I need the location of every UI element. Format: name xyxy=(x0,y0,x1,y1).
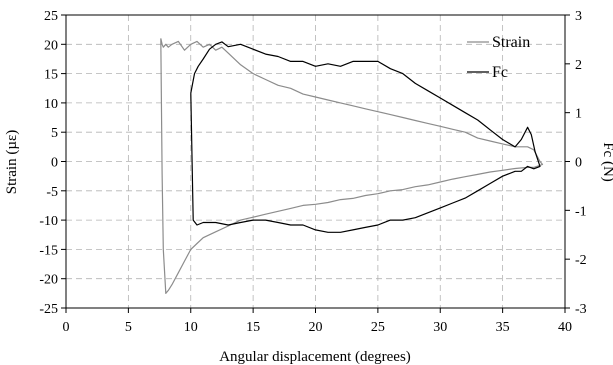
grid xyxy=(66,15,565,308)
y2-tick-label: -2 xyxy=(575,253,587,268)
x-axis-ticks: 0 5 10 15 20 25 30 35 40 xyxy=(63,308,572,335)
y2-tick-label: -1 xyxy=(575,204,587,219)
y-tick-label: 5 xyxy=(51,126,58,141)
x-tick-label: 10 xyxy=(184,320,198,335)
legend-label-fc: Fc xyxy=(492,64,508,81)
y2-axis-ticks: -3 -2 -1 0 1 2 3 xyxy=(565,9,587,317)
x-tick-label: 20 xyxy=(309,320,323,335)
x-tick-label: 30 xyxy=(433,320,447,335)
plot-series xyxy=(160,38,544,294)
y2-tick-label: 1 xyxy=(575,107,582,122)
series-line-fc xyxy=(190,41,541,233)
y-tick-label: -20 xyxy=(39,273,58,288)
y2-axis-title: Fc (N) xyxy=(600,142,613,182)
x-tick-label: 35 xyxy=(496,320,510,335)
legend-label-strain: Strain xyxy=(492,34,530,51)
series-line-strain xyxy=(160,38,544,294)
y-axis-title: Strain (µε) xyxy=(4,130,20,195)
y2-tick-label: 3 xyxy=(575,9,582,24)
x-tick-label: 40 xyxy=(558,320,572,335)
y-tick-label: -15 xyxy=(39,243,58,258)
y-tick-label: -10 xyxy=(39,214,58,229)
x-tick-label: 15 xyxy=(246,320,260,335)
legend: Strain Fc xyxy=(467,34,530,81)
x-tick-label: 25 xyxy=(371,320,385,335)
x-tick-label: 0 xyxy=(63,320,70,335)
x-axis-title: Angular displacement (degrees) xyxy=(219,349,411,365)
y-tick-label: 10 xyxy=(44,97,58,112)
x-tick-label: 5 xyxy=(125,320,132,335)
y-tick-label: -25 xyxy=(39,302,58,317)
y2-tick-label: -3 xyxy=(575,302,587,317)
y-tick-label: 25 xyxy=(44,9,58,24)
y-tick-label: -5 xyxy=(46,185,58,200)
y2-tick-label: 0 xyxy=(575,156,582,171)
y-tick-label: 0 xyxy=(51,156,58,171)
y2-tick-label: 2 xyxy=(575,58,582,73)
y-tick-label: 20 xyxy=(44,38,58,53)
y-tick-label: 15 xyxy=(44,68,58,83)
y-axis-ticks: -25 -20 -15 -10 -5 0 5 10 15 20 25 xyxy=(39,9,66,317)
